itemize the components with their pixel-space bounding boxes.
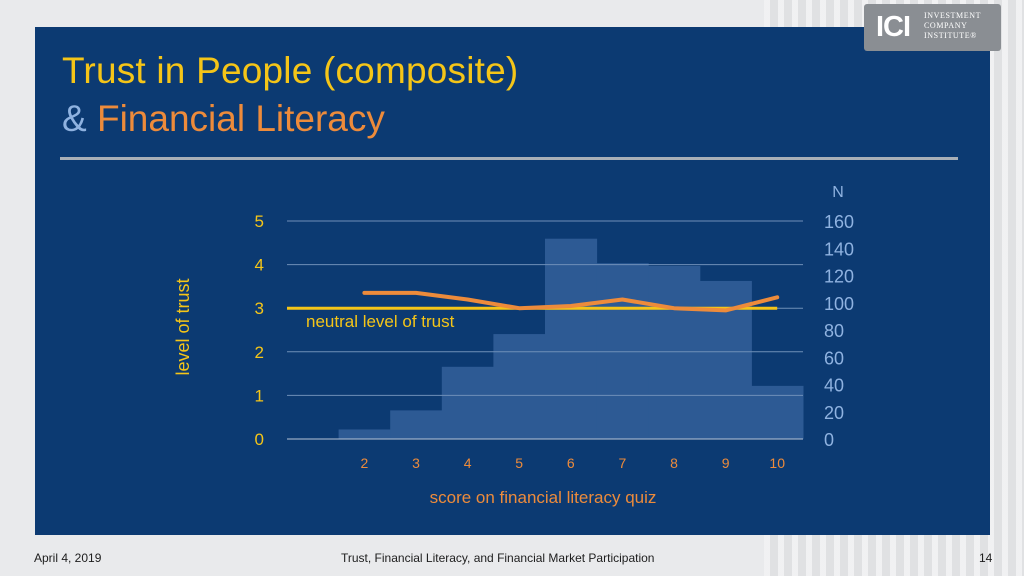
x-axis-label: score on financial literacy quiz: [430, 488, 657, 507]
slide-title-line1: Trust in People (composite): [62, 50, 519, 91]
y-tick-right-0: 0: [824, 430, 834, 450]
trust-level-line: [362, 290, 780, 313]
x-tick-7: 7: [619, 455, 627, 471]
bar-n-6: [545, 238, 598, 439]
y-tick-right-60: 60: [824, 348, 844, 368]
bar-n-8: [648, 265, 701, 439]
footer-title: Trust, Financial Literacy, and Financial…: [341, 551, 655, 565]
title-ampersand: &: [62, 98, 87, 139]
x-tick-5: 5: [515, 455, 523, 471]
y-tick-right-20: 20: [824, 403, 844, 423]
x-tick-8: 8: [670, 455, 678, 471]
y-tick-right-160: 160: [824, 212, 854, 232]
x-tick-10: 10: [769, 455, 785, 471]
page-number: 14: [979, 551, 993, 565]
y2-axis-label: N: [832, 184, 844, 201]
bar-n-4: [441, 366, 494, 439]
footer-date: April 4, 2019: [34, 551, 102, 565]
y-tick-left-3: 3: [255, 299, 264, 318]
y-tick-right-40: 40: [824, 376, 844, 396]
y-tick-right-100: 100: [824, 294, 854, 314]
x-tick-2: 2: [361, 455, 369, 471]
title-financial-literacy: Financial Literacy: [96, 98, 385, 139]
bar-n-5: [493, 334, 546, 439]
y-axis-label: level of trust: [173, 278, 193, 375]
y-tick-right-120: 120: [824, 267, 854, 287]
y-tick-right-140: 140: [824, 239, 854, 259]
x-tick-4: 4: [464, 455, 472, 471]
y-tick-left-1: 1: [255, 386, 264, 405]
bar-n-7: [596, 263, 649, 439]
ici-logo-mark: ICI: [876, 11, 911, 43]
title-divider: [60, 157, 958, 160]
ici-logo-text: INVESTMENT COMPANY INSTITUTE®: [924, 11, 982, 40]
bar-n-10: [751, 385, 804, 439]
neutral-level-annotation: neutral level of trust: [306, 312, 455, 331]
y-tick-left-2: 2: [255, 343, 264, 362]
x-tick-6: 6: [567, 455, 575, 471]
slide-title-line2: & Financial Literacy: [62, 98, 385, 140]
x-tick-3: 3: [412, 455, 420, 471]
slide-panel: [35, 27, 990, 535]
ici-logo: ICI INVESTMENT COMPANY INSTITUTE®: [864, 4, 1001, 51]
x-tick-9: 9: [722, 455, 730, 471]
y-tick-left-4: 4: [255, 256, 264, 275]
bar-n-2: [338, 429, 391, 439]
y-tick-left-0: 0: [255, 430, 264, 449]
y-tick-right-80: 80: [824, 321, 844, 341]
bar-n-3: [390, 410, 443, 439]
y-tick-left-5: 5: [255, 212, 264, 231]
